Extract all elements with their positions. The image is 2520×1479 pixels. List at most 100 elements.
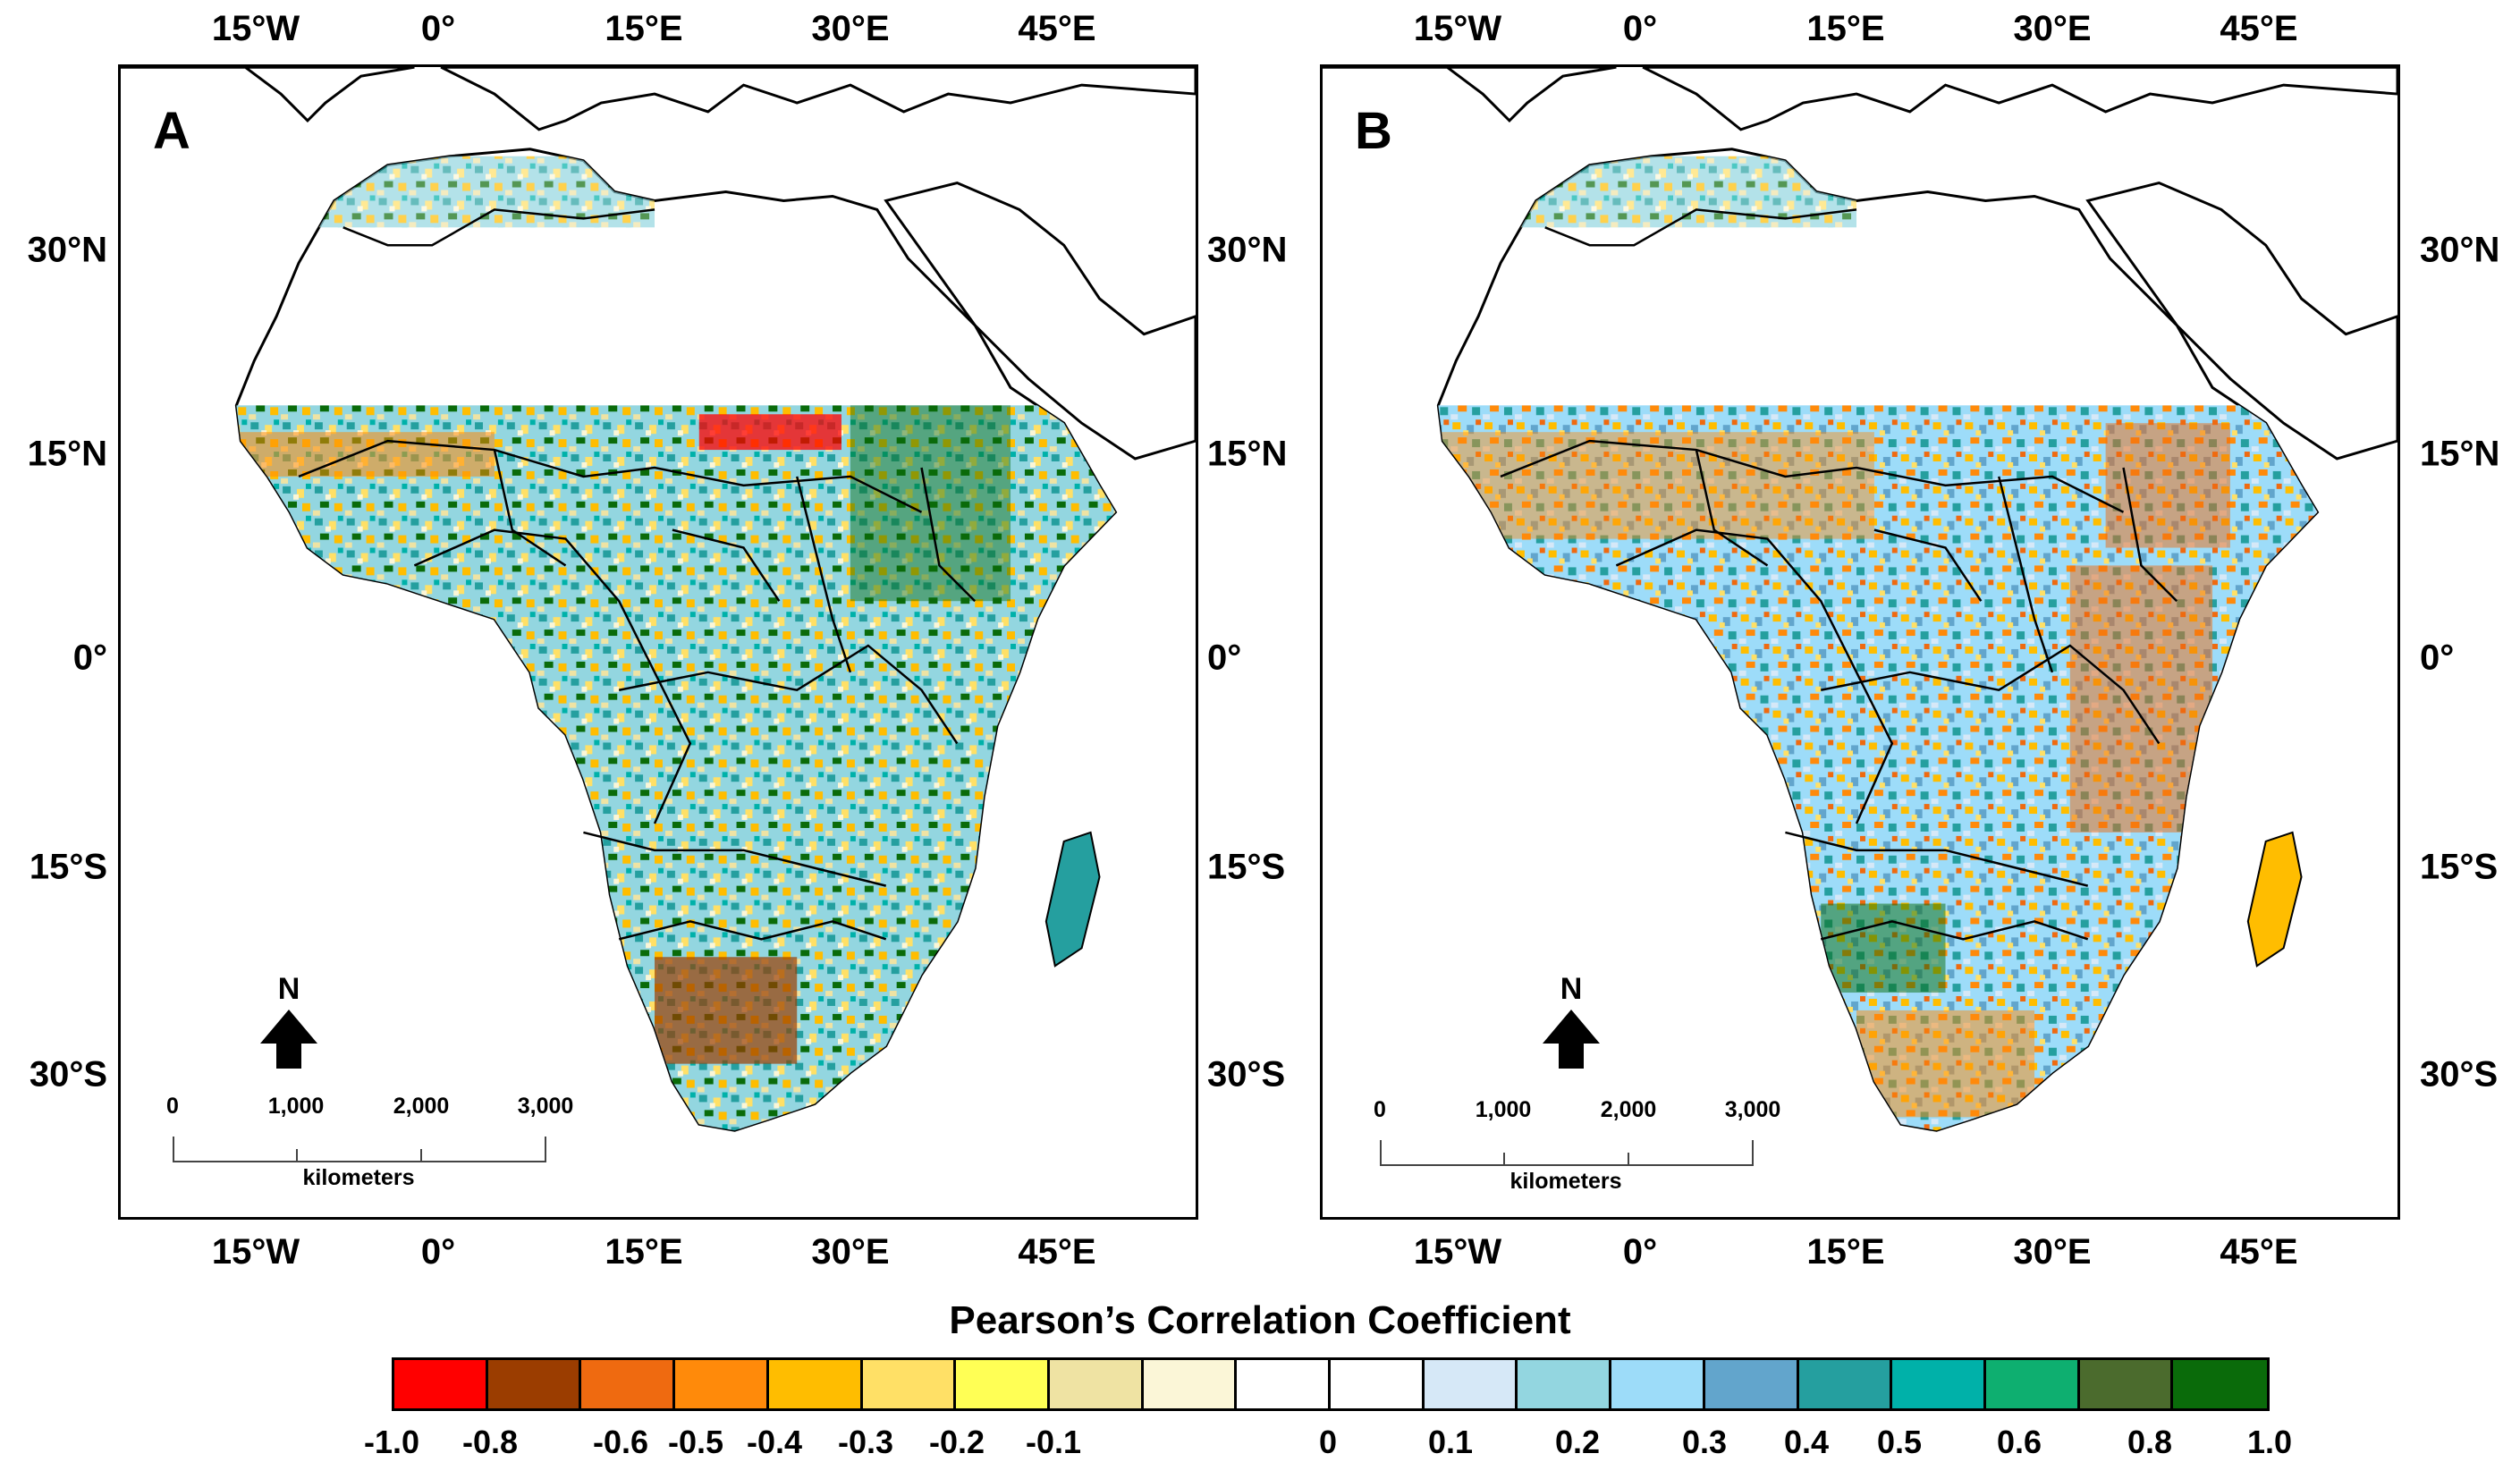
scale-tick: 1,000 bbox=[267, 1094, 325, 1119]
lat-label: 15°N bbox=[1207, 434, 1288, 474]
legend-swatch bbox=[2173, 1360, 2268, 1408]
scale-tick: 0 bbox=[1374, 1097, 1386, 1122]
lat-label: 30°N bbox=[1207, 230, 1288, 270]
legend-swatch bbox=[1611, 1360, 1705, 1408]
scale-tick: 0 bbox=[166, 1094, 179, 1119]
north-label: N bbox=[1560, 972, 1583, 1006]
legend-swatch bbox=[1704, 1360, 1799, 1408]
north-arrow-icon bbox=[1543, 1010, 1600, 1069]
lon-label: 15°W bbox=[1413, 1232, 1502, 1272]
legend-tick-label: 0.4 bbox=[1783, 1424, 1830, 1460]
legend-swatch bbox=[956, 1360, 1050, 1408]
legend-swatch bbox=[1424, 1360, 1518, 1408]
legend-tick-label: -0.5 bbox=[667, 1424, 724, 1460]
lon-label: 45°E bbox=[2220, 1232, 2298, 1272]
lat-label: 0° bbox=[72, 638, 107, 678]
lat-label: 0° bbox=[2420, 638, 2455, 678]
lon-label: 15°W bbox=[211, 1232, 300, 1272]
legend-tick-label: 0.3 bbox=[1681, 1424, 1728, 1460]
legend-tick-label: -0.1 bbox=[1025, 1424, 1082, 1460]
lon-label: 0° bbox=[1622, 9, 1658, 48]
legend-title: Pearson’s Correlation Coefficient bbox=[949, 1298, 1571, 1342]
lon-label: 15°E bbox=[1806, 1232, 1885, 1272]
lon-label: 30°E bbox=[2013, 9, 2092, 48]
legend-tick-label: 1.0 bbox=[2246, 1424, 2293, 1460]
lat-label: 30°S bbox=[2420, 1054, 2499, 1094]
lat-label: 30°N bbox=[2420, 230, 2500, 270]
lon-label: 15°W bbox=[211, 9, 300, 48]
legend-swatch bbox=[1331, 1360, 1425, 1408]
scale-tick: 1,000 bbox=[1475, 1097, 1532, 1122]
lat-label: 15°S bbox=[2420, 847, 2499, 887]
color-scale-bar bbox=[392, 1357, 2270, 1411]
lon-label: 30°E bbox=[811, 9, 890, 48]
lon-label: 0° bbox=[1622, 1232, 1658, 1272]
scale-tick: 2,000 bbox=[1600, 1097, 1657, 1122]
scale-bar: 0 1,000 2,000 3,000 kilometers bbox=[166, 1094, 573, 1201]
legend-tick-label: -0.3 bbox=[837, 1424, 894, 1460]
legend-swatch bbox=[1518, 1360, 1612, 1408]
legend-swatch bbox=[1985, 1360, 2080, 1408]
scale-tick: 2,000 bbox=[393, 1094, 450, 1119]
lat-label: 15°S bbox=[1207, 847, 1286, 887]
scale-unit: kilometers bbox=[302, 1165, 415, 1190]
north-arrow-icon bbox=[260, 1010, 317, 1069]
legend-tick-label: -0.4 bbox=[746, 1424, 803, 1460]
legend-swatch bbox=[1798, 1360, 1893, 1408]
legend-tick-label: 0 bbox=[1318, 1424, 1338, 1460]
legend-tick-label: 0.1 bbox=[1427, 1424, 1474, 1460]
legend-swatch bbox=[487, 1360, 582, 1408]
map-panel-a: A N 0 1,000 2,000 3,000 kilometers bbox=[118, 64, 1198, 1220]
north-label: N bbox=[277, 972, 300, 1006]
africa-map-a bbox=[121, 67, 1196, 1132]
lon-label: 45°E bbox=[1018, 1232, 1096, 1272]
legend-swatch bbox=[862, 1360, 957, 1408]
north-arrow: N bbox=[253, 972, 325, 1070]
lat-label: 30°S bbox=[29, 1054, 107, 1094]
lat-label: 15°S bbox=[29, 847, 107, 887]
lat-label: 15°N bbox=[2420, 434, 2500, 474]
panel-label: A bbox=[153, 102, 190, 160]
lon-label: 15°E bbox=[1806, 9, 1885, 48]
legend-swatch bbox=[394, 1360, 488, 1408]
legend-swatch bbox=[581, 1360, 676, 1408]
legend-swatch bbox=[2079, 1360, 2174, 1408]
scale-unit: kilometers bbox=[1509, 1169, 1622, 1194]
legend-tick-label: -1.0 bbox=[363, 1424, 420, 1460]
scale-tick: 3,000 bbox=[517, 1094, 574, 1119]
lon-label: 0° bbox=[420, 1232, 456, 1272]
legend-tick-label: 0.5 bbox=[1876, 1424, 1923, 1460]
lon-label: 45°E bbox=[2220, 9, 2298, 48]
lon-label: 30°E bbox=[811, 1232, 890, 1272]
lon-label: 30°E bbox=[2013, 1232, 2092, 1272]
legend-tick-label: -0.6 bbox=[592, 1424, 649, 1460]
legend-swatch bbox=[1892, 1360, 1986, 1408]
legend-swatch bbox=[1237, 1360, 1332, 1408]
lat-label: 30°S bbox=[1207, 1054, 1286, 1094]
north-arrow: N bbox=[1535, 972, 1607, 1070]
lat-label: 15°N bbox=[27, 434, 107, 474]
lon-label: 45°E bbox=[1018, 9, 1096, 48]
legend-tick-label: -0.2 bbox=[928, 1424, 985, 1460]
legend-tick-label: 0.6 bbox=[1996, 1424, 2042, 1460]
lon-label: 15°E bbox=[605, 1232, 683, 1272]
panel-label: B bbox=[1355, 102, 1392, 160]
legend-tick-label: 0.2 bbox=[1554, 1424, 1601, 1460]
scale-tick: 3,000 bbox=[1724, 1097, 1781, 1122]
lat-label: 30°N bbox=[27, 230, 107, 270]
africa-map-b bbox=[1323, 67, 2397, 1132]
legend-tick-label: -0.8 bbox=[461, 1424, 519, 1460]
legend-swatch bbox=[675, 1360, 769, 1408]
legend-swatch bbox=[1049, 1360, 1144, 1408]
scale-bar: 0 1,000 2,000 3,000 kilometers bbox=[1374, 1097, 1780, 1204]
legend-tick-label: 0.8 bbox=[2127, 1424, 2173, 1460]
lon-label: 0° bbox=[420, 9, 456, 48]
legend-swatch bbox=[1143, 1360, 1238, 1408]
legend-swatch bbox=[768, 1360, 863, 1408]
scale-bar-line bbox=[173, 1137, 546, 1162]
lat-label: 0° bbox=[1207, 638, 1242, 678]
scale-bar-line bbox=[1380, 1140, 1754, 1166]
map-panel-b: B N 0 1,000 2,000 3,000 kilometers bbox=[1320, 64, 2400, 1220]
lon-label: 15°E bbox=[605, 9, 683, 48]
lon-label: 15°W bbox=[1413, 9, 1502, 48]
